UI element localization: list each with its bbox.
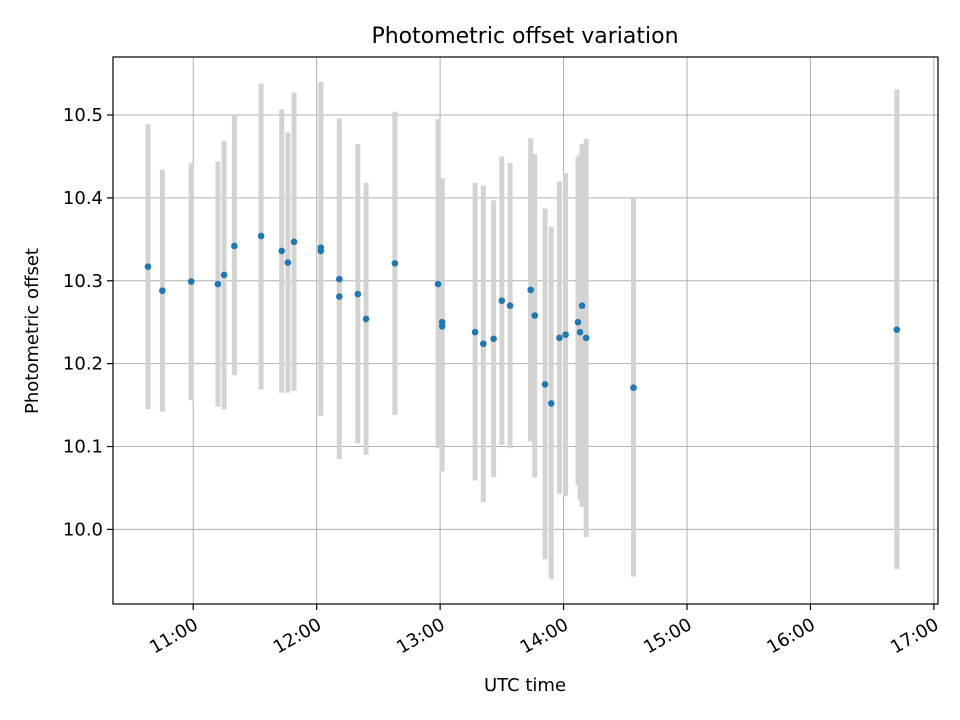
data-point <box>220 271 228 279</box>
data-point <box>471 328 479 336</box>
data-point <box>214 280 222 288</box>
data-point <box>506 302 514 309</box>
y-tick-label: 10.3 <box>63 271 103 292</box>
data-point <box>317 247 325 255</box>
data-point <box>290 238 298 246</box>
data-point <box>480 340 487 348</box>
data-point <box>159 287 166 295</box>
chart-title: Photometric offset variation <box>371 24 678 49</box>
data-point <box>144 263 152 270</box>
grid <box>113 57 938 604</box>
data-point <box>336 275 343 283</box>
y-tick-label: 10.4 <box>63 188 103 209</box>
data-point <box>574 318 582 326</box>
y-tick-label: 10.2 <box>63 354 103 375</box>
data-point <box>541 381 549 388</box>
y-tick-label: 10.5 <box>63 105 103 126</box>
data-point <box>490 335 497 343</box>
data-point <box>893 326 901 333</box>
y-axis-ticks: 10.0 10.1 10.2 10.3 10.4 10.5 <box>63 105 113 540</box>
data-point <box>391 260 399 267</box>
data-point <box>578 302 586 309</box>
y-tick-label: 10.0 <box>63 519 103 540</box>
data-point <box>278 247 286 255</box>
data-point <box>187 278 195 285</box>
data-point <box>576 328 584 336</box>
data-point <box>354 290 362 298</box>
data-point <box>531 312 539 319</box>
data-point <box>582 334 590 342</box>
y-axis-label: Photometric offset <box>22 248 43 414</box>
data-point <box>527 286 534 294</box>
data-points <box>144 232 901 407</box>
data-point <box>562 331 569 338</box>
y-tick-label: 10.1 <box>63 437 103 458</box>
data-point <box>231 242 238 250</box>
x-axis-label: UTC time <box>484 675 566 696</box>
data-point <box>257 232 265 240</box>
data-point <box>434 280 442 288</box>
data-point <box>336 293 343 300</box>
plot-frame <box>112 56 939 605</box>
data-point <box>284 259 292 266</box>
data-point <box>498 297 506 304</box>
data-point <box>630 384 637 391</box>
data-point <box>362 315 370 323</box>
data-point <box>438 323 446 330</box>
data-point <box>556 334 563 342</box>
data-point <box>547 400 555 407</box>
